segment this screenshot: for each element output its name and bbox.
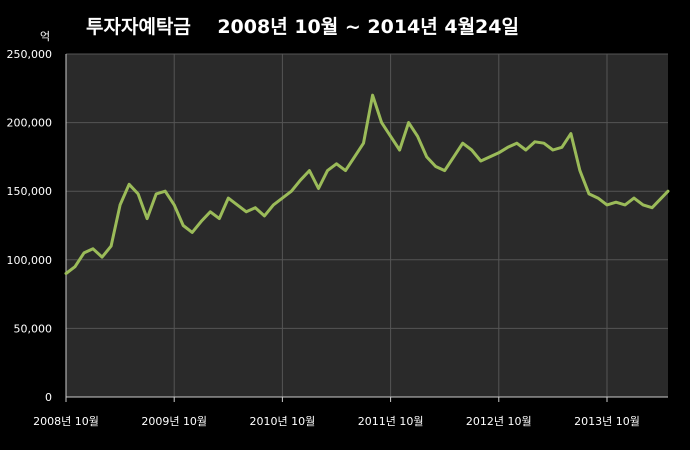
plot-area (66, 54, 668, 397)
data-point (596, 196, 600, 200)
data-point (136, 192, 140, 196)
y-tick-label: 100,000 (7, 254, 53, 267)
data-point (497, 151, 500, 154)
x-tick-label: 2012년 10월 (466, 415, 532, 428)
data-point (470, 148, 473, 152)
x-tick-label: 2009년 10월 (141, 415, 207, 428)
data-point (254, 206, 257, 209)
data-point (281, 196, 284, 200)
data-point (569, 132, 573, 135)
y-tick-label: 50,000 (14, 322, 53, 335)
data-point (73, 265, 77, 268)
data-point (317, 187, 320, 190)
y-axis-unit-label: 억 (40, 30, 51, 43)
data-point (227, 196, 230, 200)
data-point (245, 210, 248, 213)
data-point (578, 169, 582, 172)
data-point (623, 203, 627, 207)
data-point (218, 217, 221, 220)
chart-title: 투자자예탁금 2008년 10월 ~ 2014년 4월24일 (86, 16, 519, 38)
data-point (362, 141, 365, 145)
data-point (488, 155, 491, 159)
data-point (515, 141, 519, 145)
data-point (191, 231, 194, 234)
data-point (479, 159, 482, 163)
data-point (551, 148, 555, 152)
data-point (263, 214, 266, 218)
data-point (461, 141, 464, 145)
data-point (434, 165, 437, 168)
data-point (533, 140, 537, 144)
data-point (272, 203, 275, 207)
data-point (82, 251, 86, 255)
y-tick-label: 150,000 (7, 185, 53, 198)
x-tick-label: 2013년 10월 (574, 415, 640, 428)
data-point (632, 196, 636, 200)
data-point (398, 148, 401, 152)
data-point (443, 169, 446, 172)
data-point (335, 162, 338, 165)
data-point (127, 183, 131, 186)
data-point (154, 192, 158, 196)
data-point (91, 247, 95, 251)
x-tick-label: 2010년 10월 (250, 415, 316, 428)
x-tick-label: 2011년 10월 (358, 415, 424, 428)
data-point (452, 155, 455, 159)
data-point (389, 135, 392, 138)
data-point (371, 93, 374, 97)
data-point (308, 169, 311, 172)
data-point (163, 190, 167, 193)
data-point (542, 141, 546, 145)
data-point (118, 203, 122, 207)
data-point (236, 203, 239, 207)
data-point (650, 206, 654, 209)
data-point (109, 244, 113, 248)
data-point (605, 203, 609, 207)
data-point (353, 155, 356, 159)
data-point (506, 146, 510, 149)
data-point (614, 200, 618, 204)
data-point (380, 121, 383, 124)
data-point (182, 224, 185, 227)
data-point (587, 192, 591, 196)
data-point (425, 155, 428, 159)
y-tick-label: 0 (45, 391, 52, 404)
data-point (407, 121, 410, 124)
data-point (326, 169, 329, 172)
data-point (64, 272, 68, 275)
data-point (560, 146, 564, 149)
data-point (200, 220, 203, 223)
data-point (172, 203, 176, 207)
y-tick-label: 200,000 (7, 117, 53, 130)
x-tick-label: 2008년 10월 (33, 415, 99, 428)
data-point (666, 190, 670, 193)
data-point (209, 210, 212, 213)
data-point (641, 203, 645, 207)
data-point (524, 148, 528, 152)
data-point (290, 190, 293, 193)
data-point (145, 217, 149, 220)
data-point (344, 169, 347, 172)
data-point (100, 255, 104, 259)
data-point (416, 135, 419, 138)
y-tick-label: 250,000 (7, 48, 53, 61)
data-point (299, 179, 302, 182)
